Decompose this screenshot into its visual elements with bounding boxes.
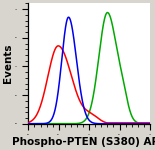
X-axis label: Phospho-PTEN (S380) APC: Phospho-PTEN (S380) APC: [12, 136, 155, 147]
Y-axis label: Events: Events: [3, 44, 13, 83]
